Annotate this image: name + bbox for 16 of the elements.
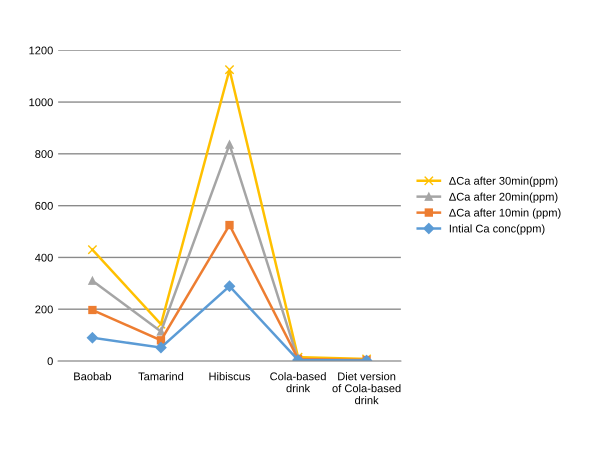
legend-label: ΔCa after 20min(ppm) [449,192,558,203]
y-tick-label: 800 [35,150,53,158]
y-tick-label: 0 [48,357,53,366]
legend-label: ΔCa after 10min (ppm) [449,208,561,219]
legend-label: Intial Ca conc(ppm) [450,224,544,235]
x-tick-label: Diet version of Cola-based drink [332,372,400,404]
y-tick-label: 1000 [29,98,53,106]
x-tick-label: Baobab [74,372,112,380]
x-tick-label: Cola-based drink [270,372,326,392]
x-tick-label: Hibiscus [209,372,250,380]
y-tick-label: 600 [35,202,53,210]
y-tick-label: 1200 [29,46,53,54]
x-tick-label: Tamarind [138,372,184,380]
y-tick-label: 200 [35,306,53,314]
legend-label: ΔCa after 30min(ppm) [449,176,558,187]
y-tick-label: 400 [35,254,53,262]
